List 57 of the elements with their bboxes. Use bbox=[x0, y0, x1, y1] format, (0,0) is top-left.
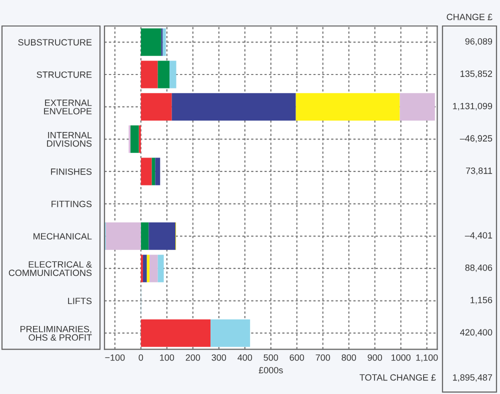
bar bbox=[140, 93, 172, 121]
text: 1,895,487 bbox=[453, 374, 492, 382]
bar bbox=[140, 158, 152, 186]
y-tick-label: MECHANICAL bbox=[34, 233, 92, 240]
bar bbox=[296, 93, 400, 121]
x-tick-label: 600 bbox=[290, 354, 304, 361]
bar bbox=[172, 93, 296, 121]
bar bbox=[106, 222, 141, 250]
text: 420,400 bbox=[460, 329, 492, 337]
y-tick-label: PRELIMINARIES, OHS & PROFIT bbox=[20, 326, 92, 341]
text: –46,925 bbox=[460, 135, 492, 143]
text: 88,406 bbox=[465, 264, 492, 272]
text: CHANGE £ bbox=[446, 14, 492, 20]
bar bbox=[155, 158, 160, 186]
bar bbox=[140, 60, 158, 88]
x-tick-label: 700 bbox=[316, 354, 330, 361]
bar bbox=[148, 222, 176, 250]
bar bbox=[142, 254, 147, 282]
bar bbox=[162, 28, 166, 56]
x-tick-label: 1000 bbox=[392, 354, 411, 361]
y-tick-label: STRUCTURE bbox=[36, 71, 92, 78]
x-tick-label: −100 bbox=[105, 354, 125, 361]
bar bbox=[140, 319, 211, 347]
bar bbox=[149, 254, 158, 282]
text: TOTAL CHANGE £ bbox=[360, 374, 436, 381]
x-tick-label: 200 bbox=[186, 354, 200, 361]
y-tick-label: LIFTS bbox=[68, 298, 92, 304]
text: 1,131,099 bbox=[453, 102, 492, 110]
text: 96,089 bbox=[465, 38, 492, 46]
bar bbox=[140, 28, 162, 56]
y-tick-label: INTERNAL DIVISIONS bbox=[47, 132, 92, 147]
y-tick-label: FITTINGS bbox=[52, 200, 92, 208]
bar bbox=[400, 93, 435, 121]
text: 135,852 bbox=[460, 70, 492, 78]
x-tick-label: 300 bbox=[212, 354, 226, 361]
y-tick-label: FINISHES bbox=[51, 168, 92, 175]
bar bbox=[210, 319, 250, 347]
bar bbox=[130, 125, 139, 153]
y-tick-label: ELECTRICAL & COMMUNICATIONS bbox=[8, 261, 92, 276]
x-tick-label: 900 bbox=[368, 354, 382, 361]
x-tick-label: 1,100 bbox=[416, 354, 438, 362]
x-tick-label: 100 bbox=[160, 354, 174, 361]
x-tick-label: 500 bbox=[264, 354, 278, 361]
bar bbox=[140, 222, 149, 250]
text: –4,401 bbox=[464, 232, 492, 240]
y-tick-label: SUBSTRUCTURE bbox=[18, 39, 92, 46]
x-tick-label: 400 bbox=[238, 354, 252, 361]
x-axis-title: £000s bbox=[258, 366, 283, 374]
x-tick-label: 0 bbox=[138, 354, 144, 361]
bar bbox=[158, 60, 170, 88]
bar bbox=[158, 254, 164, 282]
x-tick-label: 800 bbox=[342, 354, 356, 361]
bar bbox=[169, 60, 176, 88]
y-tick-label: EXTERNAL ENVELOPE bbox=[44, 100, 92, 114]
text: 73,811 bbox=[466, 168, 492, 175]
text: 1,156 bbox=[470, 296, 492, 304]
bar bbox=[146, 254, 150, 282]
